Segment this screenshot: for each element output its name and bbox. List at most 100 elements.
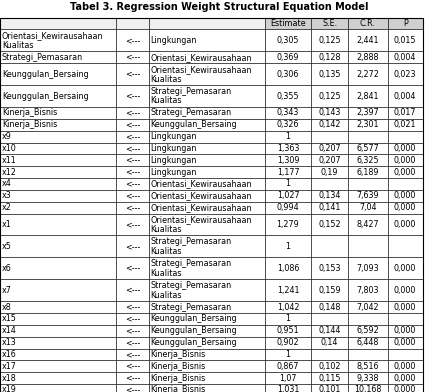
Text: <---: <--- <box>125 362 140 371</box>
Text: 0,000: 0,000 <box>394 374 417 383</box>
Text: 0,015: 0,015 <box>394 36 417 45</box>
Text: <---: <--- <box>125 242 140 251</box>
Bar <box>388 214 423 236</box>
Bar <box>311 214 348 236</box>
Bar <box>311 178 348 190</box>
Bar <box>348 131 388 143</box>
Bar <box>388 63 423 85</box>
Bar <box>116 190 149 202</box>
Bar <box>265 143 311 154</box>
Bar <box>388 202 423 214</box>
Bar <box>265 107 311 119</box>
Text: x16: x16 <box>2 350 17 359</box>
Text: Strategi_Pemasaran: Strategi_Pemasaran <box>2 53 83 62</box>
Bar <box>0 154 116 166</box>
Bar <box>311 348 348 360</box>
Bar <box>311 143 348 154</box>
Bar <box>0 190 116 202</box>
Text: Estimate: Estimate <box>270 19 306 28</box>
Bar <box>311 360 348 372</box>
Bar <box>149 190 265 202</box>
Bar <box>149 214 265 236</box>
Bar <box>311 384 348 392</box>
Bar <box>311 154 348 166</box>
Bar <box>265 190 311 202</box>
Text: 1: 1 <box>286 132 290 141</box>
Text: x3: x3 <box>2 191 11 200</box>
Bar <box>265 372 311 384</box>
Text: 2,841: 2,841 <box>357 91 379 100</box>
Text: <---: <--- <box>125 385 140 392</box>
Text: 0,305: 0,305 <box>277 36 299 45</box>
Bar <box>311 166 348 178</box>
Bar <box>311 190 348 202</box>
Bar <box>311 51 348 63</box>
Bar <box>149 178 265 190</box>
Bar <box>116 29 149 51</box>
Bar <box>0 360 116 372</box>
Text: x2: x2 <box>2 203 12 212</box>
Bar <box>0 29 116 51</box>
Bar <box>0 131 116 143</box>
Text: <---: <--- <box>125 326 140 335</box>
Text: 0,207: 0,207 <box>318 144 341 153</box>
Text: 6,325: 6,325 <box>357 156 379 165</box>
Bar <box>311 29 348 51</box>
Text: 0,207: 0,207 <box>318 156 341 165</box>
Text: 0,000: 0,000 <box>394 362 417 371</box>
Text: 0,159: 0,159 <box>318 286 341 295</box>
Text: Strategi_Pemasaran: Strategi_Pemasaran <box>151 303 232 312</box>
Bar <box>348 18 388 29</box>
Bar <box>388 258 423 279</box>
Text: 0,000: 0,000 <box>394 303 417 312</box>
Bar <box>0 143 116 154</box>
Bar <box>149 313 265 325</box>
Bar <box>149 18 265 29</box>
Text: <---: <--- <box>125 156 140 165</box>
Bar <box>0 301 116 313</box>
Text: 0,102: 0,102 <box>318 362 341 371</box>
Text: 1: 1 <box>286 180 290 189</box>
Bar <box>116 301 149 313</box>
Text: Orientasi_Kewirausahaan: Orientasi_Kewirausahaan <box>151 191 252 200</box>
Bar <box>348 63 388 85</box>
Text: Lingkungan: Lingkungan <box>151 144 197 153</box>
Bar <box>265 348 311 360</box>
Bar <box>116 325 149 337</box>
Text: Strategi_Pemasaran
Kualitas: Strategi_Pemasaran Kualitas <box>151 281 232 299</box>
Bar <box>0 279 116 301</box>
Bar <box>149 348 265 360</box>
Text: 0,115: 0,115 <box>318 374 341 383</box>
Text: <---: <--- <box>125 180 140 189</box>
Text: 1,042: 1,042 <box>277 303 299 312</box>
Bar <box>0 18 116 29</box>
Bar <box>116 178 149 190</box>
Text: 0,148: 0,148 <box>318 303 341 312</box>
Bar <box>311 63 348 85</box>
Text: 0,125: 0,125 <box>318 36 341 45</box>
Bar <box>348 166 388 178</box>
Bar <box>0 63 116 85</box>
Text: x19: x19 <box>2 385 17 392</box>
Text: 1,363: 1,363 <box>277 144 299 153</box>
Bar <box>116 154 149 166</box>
Text: Keunggulan_Bersaing: Keunggulan_Bersaing <box>151 338 237 347</box>
Bar <box>265 236 311 258</box>
Text: 0,021: 0,021 <box>394 120 417 129</box>
Bar <box>311 279 348 301</box>
Bar <box>388 51 423 63</box>
Bar <box>0 107 116 119</box>
Bar <box>388 154 423 166</box>
Bar <box>265 29 311 51</box>
Text: <---: <--- <box>125 132 140 141</box>
Bar <box>388 279 423 301</box>
Bar <box>0 51 116 63</box>
Bar <box>388 29 423 51</box>
Bar <box>265 325 311 337</box>
Text: S.E.: S.E. <box>322 19 337 28</box>
Text: <---: <--- <box>125 203 140 212</box>
Text: 7,093: 7,093 <box>357 264 379 273</box>
Bar <box>0 384 116 392</box>
Bar <box>348 313 388 325</box>
Bar <box>348 236 388 258</box>
